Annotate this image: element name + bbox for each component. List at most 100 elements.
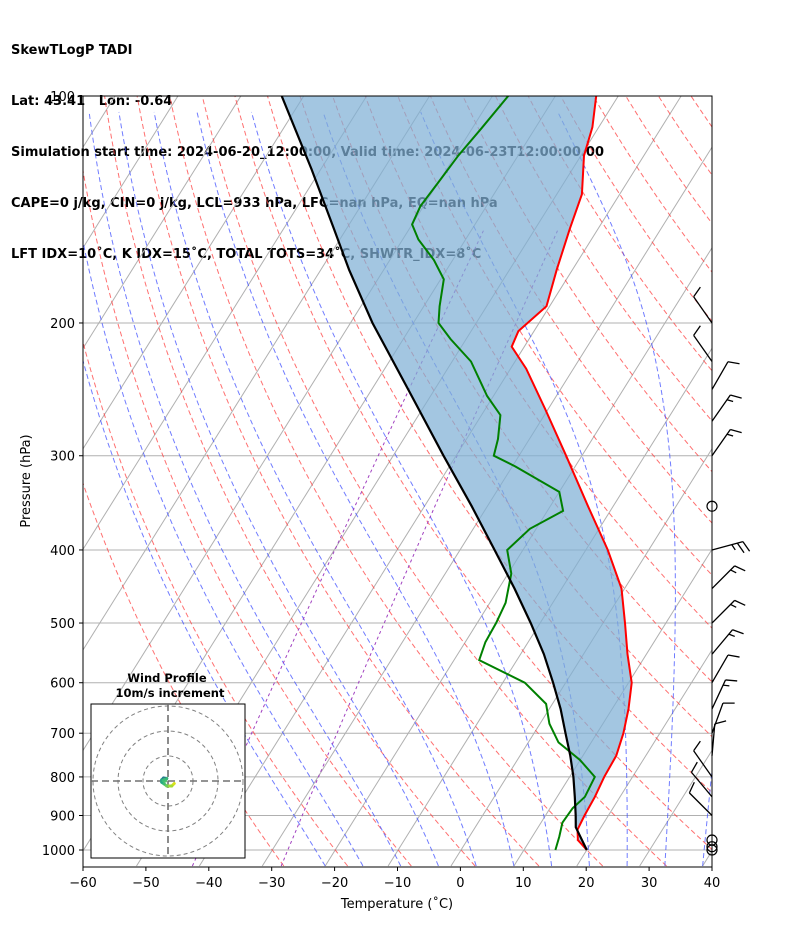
barb-flag: [693, 286, 701, 298]
moist-adiabat: [557, 111, 676, 867]
location-line: Lat: 43.41 Lon: -0.64: [11, 94, 173, 109]
hodograph-subtitle: 10m/s increment: [116, 686, 225, 700]
barb-half-flag: [726, 399, 734, 403]
y-tick-label: 500: [50, 617, 75, 632]
barb-staff: [711, 723, 716, 756]
moist-adiabat: [118, 111, 439, 867]
y-tick-label: 400: [50, 544, 75, 559]
calm-circle: [706, 834, 718, 846]
dry-adiabat: [169, 96, 604, 867]
barb-half-flag: [723, 684, 730, 687]
moist-adiabat: [83, 358, 326, 867]
barb-flag: [693, 325, 701, 336]
x-tick-label: −10: [384, 876, 411, 891]
hodograph-title: Wind Profile: [127, 671, 207, 685]
barb-flag: [742, 541, 751, 552]
wind-barb: [706, 841, 718, 853]
wind-barb: [711, 361, 740, 390]
barb-staff: [711, 702, 724, 734]
x-axis-title: Temperature (˚C): [340, 896, 453, 912]
wind-barb: [706, 500, 718, 512]
barb-staff: [711, 394, 731, 422]
calm-circle: [706, 500, 718, 512]
wind-barb: [711, 629, 744, 655]
dry-adiabat: [136, 96, 540, 867]
moist-adiabat: [702, 765, 712, 867]
wind-barbs: [688, 286, 751, 856]
dry-adiabat: [267, 96, 712, 794]
barb-flag: [736, 542, 745, 554]
barb-staff: [690, 771, 713, 798]
isotherm: [766, 96, 794, 866]
hodograph: [90, 703, 246, 859]
x-tick-label: 10: [515, 876, 532, 891]
isotherm: [198, 96, 682, 867]
barb-staff: [688, 792, 713, 816]
y-tick-label: 200: [50, 317, 75, 332]
wind-barb: [711, 654, 740, 684]
moist-adiabat: [196, 111, 515, 867]
barb-flag: [727, 361, 740, 365]
x-tick-label: 20: [578, 876, 595, 891]
barb-staff: [711, 541, 744, 551]
barb-flag: [727, 654, 740, 658]
dewpoint-line: [411, 96, 596, 851]
barb-staff: [693, 750, 713, 778]
barb-flag: [714, 720, 727, 725]
isotherm: [83, 96, 242, 350]
barb-staff: [711, 679, 727, 710]
barb-flag: [730, 394, 742, 399]
moist-adiabat: [88, 111, 402, 867]
wind-barb: [693, 740, 713, 778]
wind-barb: [711, 428, 742, 457]
isotherm: [450, 447, 712, 867]
isotherm: [83, 96, 305, 450]
dry-adiabat: [201, 96, 667, 867]
wind-barb: [711, 541, 751, 554]
dry-adiabat: [83, 167, 412, 867]
dry-adiabat: [104, 96, 476, 867]
parcel-line: [280, 96, 588, 851]
x-tick-label: −60: [69, 876, 96, 891]
barb-staff: [711, 599, 736, 624]
axes: −60 −50 −40 −30 −20 −10 0 10 20 30 40 1000 900 800 700…: [42, 90, 720, 891]
barb-flag: [688, 781, 695, 794]
barb-staff: [711, 565, 736, 589]
barb-flag: [690, 761, 698, 773]
wind-barb: [711, 565, 746, 589]
dry-adiabat: [690, 96, 712, 128]
wind-barb: [693, 286, 713, 324]
y-tick-label: 600: [50, 677, 75, 692]
chart-title: SkewTLogP TADI: [11, 43, 133, 58]
calm-circle: [706, 841, 718, 853]
x-tick-label: −20: [321, 876, 348, 891]
isotherm: [83, 96, 368, 551]
barb-flag: [734, 565, 746, 572]
wind-barb: [711, 702, 735, 734]
y-axis-title: Pressure (hPa): [19, 434, 34, 527]
barb-flag: [734, 599, 746, 606]
barb-staff: [711, 654, 729, 684]
barb-staff: [711, 361, 729, 390]
wind-barb: [690, 761, 713, 798]
cin-cape-fill: [281, 96, 632, 850]
hodograph-grid: [91, 704, 245, 858]
hodograph-segment: [161, 778, 166, 782]
barb-half-flag: [728, 633, 735, 638]
moist-adiabat: [153, 111, 477, 867]
barb-flag: [725, 679, 738, 682]
isotherm: [83, 96, 179, 249]
barb-staff: [693, 296, 713, 324]
x-tick-label: 30: [641, 876, 658, 891]
y-tick-label: 100: [50, 90, 75, 105]
isotherm: [702, 850, 712, 867]
isotherm: [576, 648, 712, 867]
barb-flag: [732, 629, 744, 635]
wind-barb: [711, 394, 742, 422]
dry-adiabat: [560, 96, 712, 323]
wind-barb: [688, 781, 713, 816]
barb-staff: [711, 629, 734, 655]
x-tick-label: −30: [258, 876, 285, 891]
isotherm: [639, 749, 712, 867]
